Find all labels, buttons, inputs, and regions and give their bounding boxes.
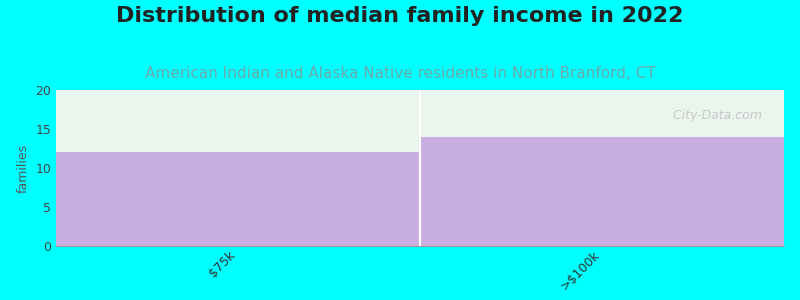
Bar <box>420 137 784 246</box>
Text: Distribution of median family income in 2022: Distribution of median family income in … <box>116 6 684 26</box>
Text: American Indian and Alaska Native residents in North Branford, CT: American Indian and Alaska Native reside… <box>145 66 655 81</box>
Y-axis label: families: families <box>17 143 30 193</box>
Bar <box>56 152 420 246</box>
Text: City-Data.com: City-Data.com <box>670 109 762 122</box>
